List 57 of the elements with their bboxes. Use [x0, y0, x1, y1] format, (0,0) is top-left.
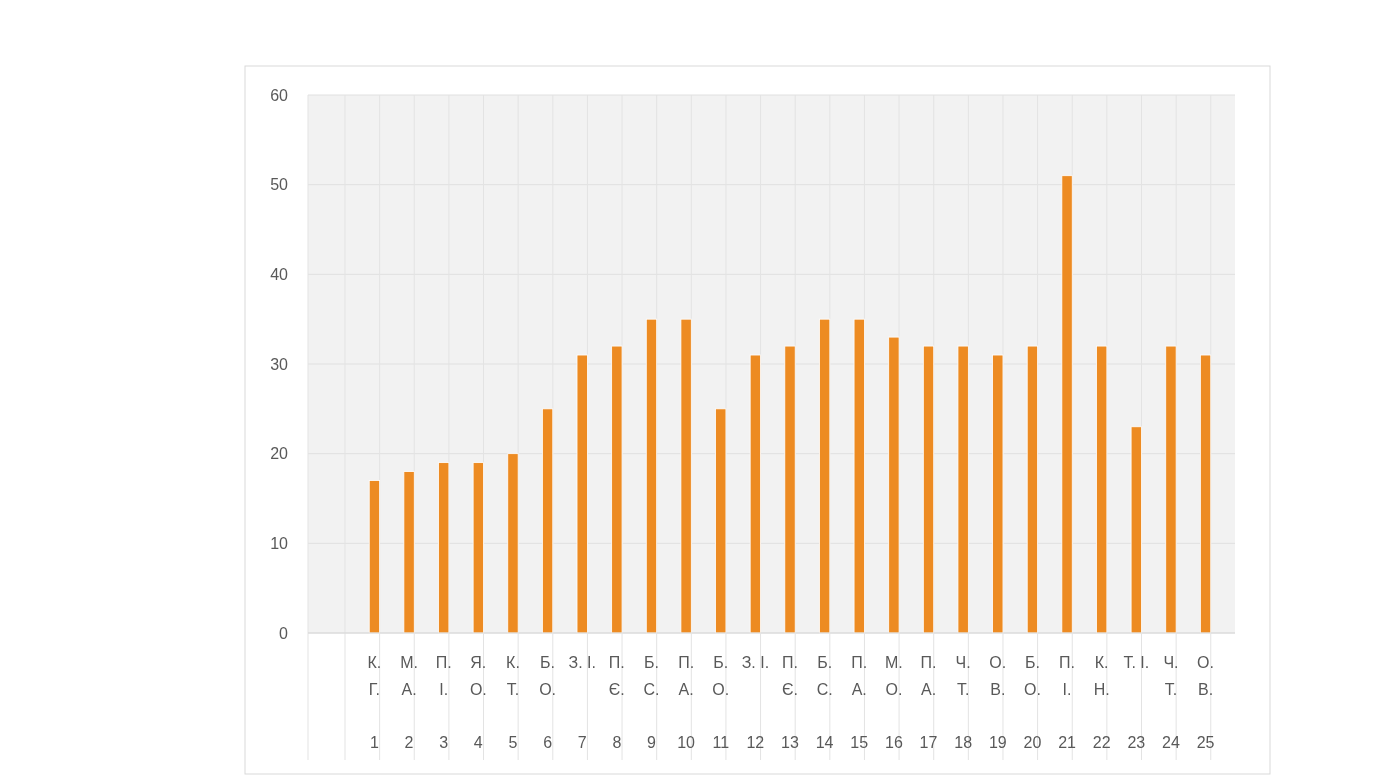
- category-label: Я. О. 4: [469, 654, 487, 751]
- bar: [715, 408, 727, 634]
- bar: [819, 318, 831, 634]
- category-label: К. Г. 1: [367, 654, 382, 751]
- y-tick-label: 60: [270, 86, 289, 104]
- y-tick-label: 10: [270, 534, 289, 552]
- bar: [368, 480, 381, 634]
- y-tick-label: 40: [270, 265, 289, 283]
- category-label: К. Н. 22: [1092, 654, 1111, 751]
- category-label: П. А. 10: [677, 654, 696, 751]
- category-label: Ч. Т. 18: [954, 654, 973, 751]
- category-label: Б. С. 9: [643, 654, 660, 751]
- bar: [438, 462, 450, 634]
- category-label: О. В. 25: [1196, 654, 1215, 751]
- bar: [611, 345, 623, 634]
- category-label: П. А. 15: [850, 654, 869, 751]
- y-tick-label: 20: [270, 445, 289, 463]
- bar: [1165, 345, 1177, 634]
- category-label: Т. І. 23: [1123, 654, 1150, 751]
- bar: [541, 408, 554, 634]
- bar: [1026, 345, 1039, 634]
- bar: [680, 318, 692, 634]
- bar: [472, 462, 484, 634]
- category-label: М. А. 2: [400, 654, 418, 751]
- bar: [853, 318, 865, 634]
- bar: [576, 354, 588, 634]
- bar: [1199, 354, 1212, 634]
- category-label: О. В. 19: [988, 654, 1007, 751]
- category-label: П. А. 17: [919, 654, 938, 751]
- category-label: Б. О. 20: [1023, 654, 1042, 751]
- category-label: М. О. 16: [884, 654, 903, 751]
- bar: [645, 318, 658, 634]
- category-label: П. І. 3: [435, 654, 452, 751]
- bar: [1130, 426, 1142, 634]
- category-label: Б. О. 11: [712, 654, 730, 751]
- bar: [888, 336, 900, 634]
- y-tick-label: 0: [279, 624, 289, 642]
- bar: [1096, 345, 1108, 634]
- bar: [507, 453, 519, 634]
- category-label: К. Т. 5: [506, 654, 520, 751]
- bar: [749, 354, 761, 634]
- category-label: П. Є. 13: [781, 654, 799, 751]
- category-label: П. І. 21: [1058, 654, 1076, 751]
- bar: [1061, 175, 1073, 634]
- y-tick-label: 30: [270, 355, 289, 373]
- category-label: З. І. 7: [568, 654, 596, 751]
- category-label: П. Є. 8: [608, 654, 625, 751]
- bar: [403, 471, 415, 634]
- bar: [922, 345, 935, 634]
- category-label: Б. С. 14: [815, 654, 834, 751]
- category-label: Ч. Т. 24: [1162, 654, 1180, 751]
- bar: [957, 345, 969, 634]
- category-label: З. І. 12: [741, 654, 770, 751]
- bar: [992, 354, 1004, 634]
- bar: [784, 345, 796, 634]
- category-label: Б. О. 6: [539, 654, 557, 751]
- y-tick-label: 50: [270, 176, 289, 194]
